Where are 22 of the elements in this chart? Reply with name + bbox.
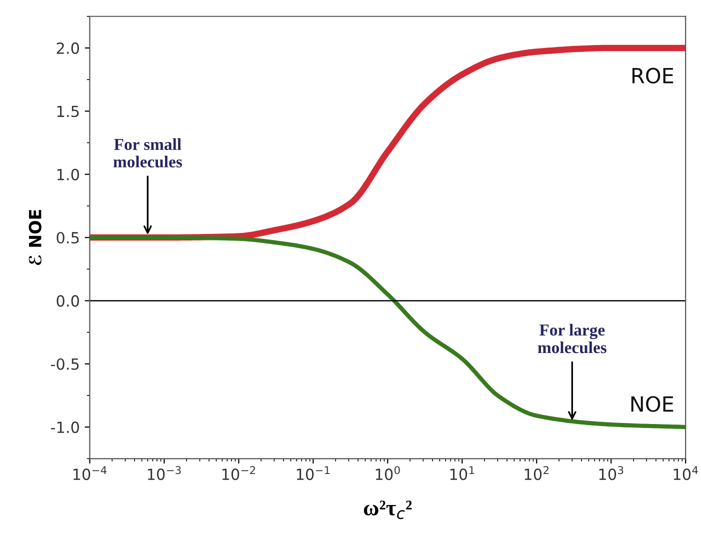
x-tick-label: 10$^{2}$ [524, 466, 548, 480]
x-tick-label: 10$^{1}$ [450, 466, 474, 480]
y-tick-label: 0.5 [56, 232, 79, 244]
y-axis-title: ℰ NOE [28, 210, 42, 266]
x-tick-label: 10$^{0}$ [376, 466, 400, 480]
y-tick-label: 1.0 [57, 168, 79, 180]
x-axis-title: ω²τ$_{c}$² [364, 500, 412, 520]
y-tick-label: -0.5 [50, 358, 79, 370]
x-tick-label: 10$^{4}$ [674, 466, 698, 480]
x-tick-label: 10$^{−3}$ [148, 466, 181, 480]
annotation: For small molecules [113, 138, 182, 168]
x-tick-label: 10$^{−4}$ [73, 466, 107, 480]
x-tick-label: 10$^{−2}$ [222, 466, 256, 480]
annotation: For large molecules [538, 324, 606, 354]
y-tick-label: 1.5 [57, 106, 79, 118]
x-tick-label: 10$^{−1}$ [296, 466, 330, 480]
x-tick-label: 10$^{3}$ [599, 466, 624, 480]
y-tick-label: 2.0 [56, 42, 79, 54]
y-tick-label: -1.0 [50, 422, 79, 434]
series-label: ROE [632, 68, 674, 84]
series-label: NOE [631, 396, 674, 412]
y-tick-label: 0.0 [56, 295, 79, 307]
